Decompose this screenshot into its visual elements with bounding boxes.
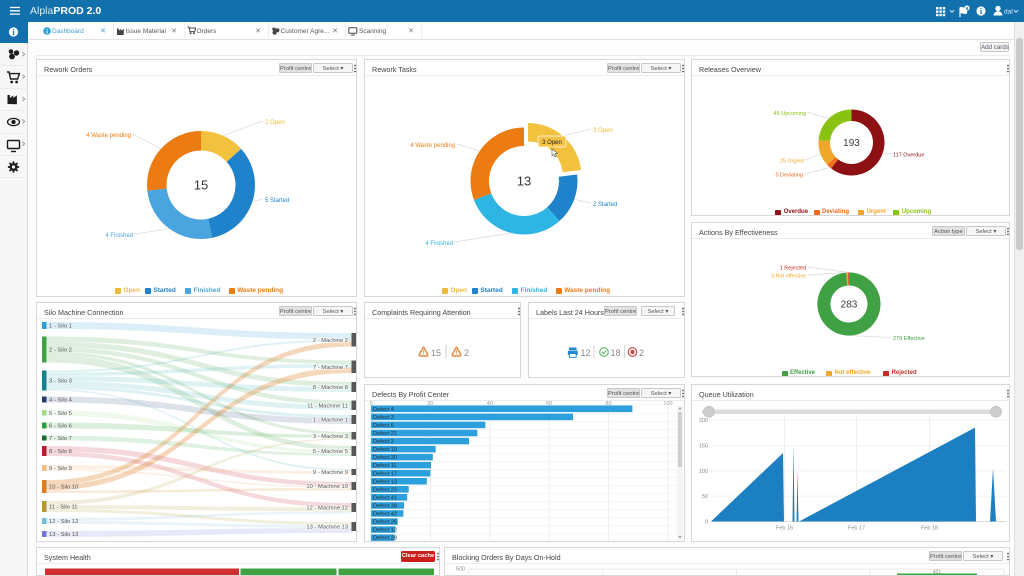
svg-text:12 - Silo 12: 12 - Silo 12 <box>49 519 78 525</box>
svg-text:15: 15 <box>194 178 208 193</box>
svg-text:13 - Silo 13: 13 - Silo 13 <box>49 532 78 538</box>
svg-text:2 - Silo 2: 2 - Silo 2 <box>49 348 72 354</box>
svg-text:Feb 18: Feb 18 <box>921 526 938 532</box>
svg-text:Defect 17: Defect 17 <box>373 471 397 477</box>
svg-text:Defect 30: Defect 30 <box>373 455 397 461</box>
svg-text:!: ! <box>423 351 425 357</box>
svg-text:8 - Machine 8: 8 - Machine 8 <box>313 385 348 391</box>
svg-text:3 Open: 3 Open <box>542 140 562 146</box>
svg-text:3 - Machine 3: 3 - Machine 3 <box>313 434 348 440</box>
svg-text:4 Waste pending: 4 Waste pending <box>86 133 131 139</box>
svg-text:9 - Machine 9: 9 - Machine 9 <box>313 470 348 476</box>
svg-text:5 - Silo 5: 5 - Silo 5 <box>49 411 72 417</box>
svg-text:i: i <box>46 29 48 35</box>
svg-text:Defect 38: Defect 38 <box>373 504 397 510</box>
svg-text:Defect 23: Defect 23 <box>373 487 397 493</box>
svg-text:4 Waste pending: 4 Waste pending <box>410 143 455 149</box>
svg-text:Defect 21: Defect 21 <box>373 431 397 437</box>
svg-text:5 Started: 5 Started <box>265 198 289 204</box>
svg-text:13: 13 <box>517 174 531 189</box>
svg-text:9: 9 <box>966 6 969 11</box>
svg-text:Defect 6: Defect 6 <box>373 423 394 429</box>
svg-text:i: i <box>980 7 983 16</box>
svg-text:Defect 42: Defect 42 <box>373 512 397 518</box>
svg-text:12: 12 <box>581 348 591 358</box>
svg-text:2: 2 <box>639 348 644 358</box>
svg-text:279 Effective: 279 Effective <box>893 336 925 342</box>
svg-text:20: 20 <box>427 401 433 407</box>
svg-text:Defect 2: Defect 2 <box>373 439 394 445</box>
svg-text:Defect 4: Defect 4 <box>373 407 394 413</box>
svg-text:Defect 41: Defect 41 <box>373 495 397 501</box>
svg-text:Defect 13: Defect 13 <box>373 479 397 485</box>
svg-text:1 Rejected: 1 Rejected <box>780 266 806 272</box>
svg-text:117 Overdue: 117 Overdue <box>893 153 924 159</box>
svg-text:3 - Silo 3: 3 - Silo 3 <box>49 379 72 385</box>
svg-text:80: 80 <box>606 401 612 407</box>
svg-text:0: 0 <box>369 401 372 407</box>
svg-text:401: 401 <box>933 570 942 576</box>
svg-text:Defect 3: Defect 3 <box>373 415 394 421</box>
svg-text:25 Urgent: 25 Urgent <box>780 159 805 165</box>
svg-text:10 - Silo 10: 10 - Silo 10 <box>49 485 78 491</box>
svg-text:4 Finished: 4 Finished <box>105 233 133 239</box>
svg-text:13 - Machine 13: 13 - Machine 13 <box>306 525 348 531</box>
svg-text:Defect 28: Defect 28 <box>373 536 397 542</box>
svg-text:18: 18 <box>611 348 621 358</box>
svg-text:Defect 11: Defect 11 <box>373 463 397 469</box>
svg-text:3 Not effective: 3 Not effective <box>771 274 806 280</box>
svg-text:1 - Machine 1: 1 - Machine 1 <box>313 418 348 424</box>
svg-text:i: i <box>12 27 15 37</box>
svg-text:2 - Machine 2: 2 - Machine 2 <box>313 338 348 344</box>
svg-text:150: 150 <box>699 443 708 449</box>
svg-text:0: 0 <box>705 520 708 526</box>
svg-text:283: 283 <box>841 300 858 311</box>
svg-text:6 - Silo 6: 6 - Silo 6 <box>49 424 72 430</box>
svg-text:10 - Machine 10: 10 - Machine 10 <box>306 484 348 490</box>
svg-text:11 - Silo 11: 11 - Silo 11 <box>49 505 77 511</box>
svg-text:193: 193 <box>843 138 860 149</box>
svg-text:8 - Silo 8: 8 - Silo 8 <box>49 449 72 455</box>
svg-text:40: 40 <box>487 401 493 407</box>
svg-text:dal: dal <box>1004 9 1013 16</box>
svg-text:!: ! <box>456 351 458 357</box>
svg-text:5 - Machine 5: 5 - Machine 5 <box>313 449 348 455</box>
svg-text:7 - Silo 7: 7 - Silo 7 <box>49 436 72 442</box>
svg-text:Feb 17: Feb 17 <box>848 526 865 532</box>
svg-text:3 Open: 3 Open <box>593 128 613 134</box>
svg-text:9 - Silo 9: 9 - Silo 9 <box>49 466 72 472</box>
svg-text:15: 15 <box>431 348 441 358</box>
svg-text:4 Finished: 4 Finished <box>425 241 453 247</box>
svg-text:Defect 19: Defect 19 <box>373 447 397 453</box>
svg-text:2: 2 <box>464 348 469 358</box>
svg-text:Feb 16: Feb 16 <box>776 526 793 532</box>
svg-text:46 Upcoming: 46 Upcoming <box>774 111 806 117</box>
svg-text:Defect 12: Defect 12 <box>373 528 397 534</box>
svg-text:1 - Silo 1: 1 - Silo 1 <box>49 324 72 330</box>
svg-text:60: 60 <box>546 401 552 407</box>
svg-text:100: 100 <box>663 401 672 407</box>
svg-text:Defect 26: Defect 26 <box>373 520 397 526</box>
svg-text:7 - Machine 7: 7 - Machine 7 <box>313 365 348 371</box>
svg-text:50: 50 <box>702 494 708 500</box>
svg-text:500: 500 <box>456 567 465 573</box>
svg-text:12 - Machine 12: 12 - Machine 12 <box>306 506 348 512</box>
svg-text:2 Started: 2 Started <box>593 202 617 208</box>
svg-text:200: 200 <box>699 418 708 424</box>
svg-text:4 - Silo 4: 4 - Silo 4 <box>49 398 73 404</box>
svg-text:5 Deviating: 5 Deviating <box>775 173 803 179</box>
svg-text:11 - Machine 11: 11 - Machine 11 <box>307 403 348 409</box>
svg-text:2 Open: 2 Open <box>265 120 285 126</box>
svg-text:100: 100 <box>699 469 708 475</box>
